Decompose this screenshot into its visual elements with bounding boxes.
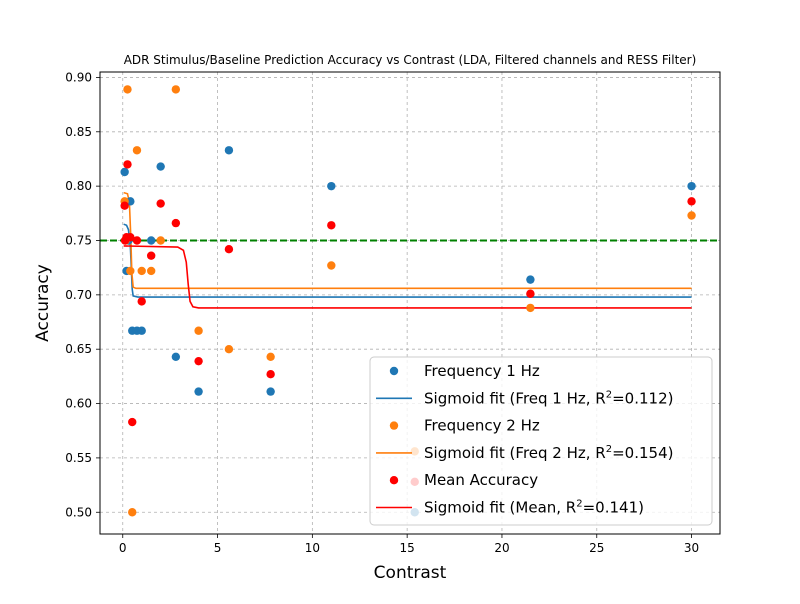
data-point-series-2 bbox=[194, 326, 203, 335]
x-tick-label: 5 bbox=[214, 541, 222, 555]
legend-label-prefix: Sigmoid fit (Freq 2 Hz, R bbox=[424, 444, 606, 462]
data-point-series-0 bbox=[146, 236, 156, 245]
legend-label-superscript: 2 bbox=[606, 389, 612, 400]
data-point-series-2 bbox=[687, 211, 696, 220]
data-point-series-4 bbox=[687, 197, 696, 206]
x-tick-label: 25 bbox=[589, 541, 604, 555]
data-point-series-0 bbox=[120, 167, 129, 177]
data-point-series-0 bbox=[224, 146, 234, 155]
data-point-series-2 bbox=[126, 266, 135, 276]
legend-label: Mean Accuracy bbox=[424, 471, 538, 489]
y-tick-label: 0.55 bbox=[65, 451, 92, 465]
plot-area-frame bbox=[99, 71, 721, 535]
data-point-series-4 bbox=[224, 244, 234, 254]
data-point-series-4 bbox=[266, 370, 275, 379]
legend-label-prefix: Sigmoid fit (Freq 1 Hz, R bbox=[424, 389, 606, 407]
y-tick-label: 0.75 bbox=[65, 233, 92, 247]
data-point-series-0 bbox=[266, 387, 275, 396]
data-point-series-0 bbox=[687, 181, 696, 191]
data-point-series-0 bbox=[137, 326, 146, 335]
x-tick-label: 15 bbox=[400, 541, 415, 555]
legend-marker-dot bbox=[389, 366, 399, 376]
y-tick-label: 0.85 bbox=[65, 125, 92, 139]
data-point-series-2 bbox=[128, 508, 137, 517]
sigmoid-fit-line-5 bbox=[123, 245, 692, 309]
data-point-series-2 bbox=[327, 261, 336, 270]
x-tick-label: 30 bbox=[684, 541, 699, 555]
y-tick-label: 0.70 bbox=[65, 288, 92, 302]
chart-title: ADR Stimulus/Baseline Prediction Accurac… bbox=[124, 53, 697, 67]
y-axis-label: Accuracy bbox=[33, 264, 53, 342]
data-point-series-4 bbox=[132, 236, 142, 245]
y-tick-label: 0.90 bbox=[65, 70, 92, 84]
data-point-series-2 bbox=[224, 345, 234, 354]
data-point-series-2 bbox=[123, 85, 132, 94]
data-point-series-4 bbox=[128, 417, 137, 427]
data-point-series-0 bbox=[327, 181, 336, 191]
x-tick-label: 10 bbox=[305, 541, 320, 555]
data-point-series-0 bbox=[156, 162, 165, 171]
legend-marker-dot bbox=[389, 421, 399, 430]
data-point-series-0 bbox=[194, 387, 203, 396]
data-point-series-4 bbox=[146, 251, 156, 260]
data-point-series-2 bbox=[526, 303, 535, 313]
y-tick-label: 0.60 bbox=[65, 397, 92, 411]
data-point-series-4 bbox=[123, 160, 132, 169]
data-point-series-2 bbox=[156, 236, 165, 245]
legend-label: Sigmoid fit (Mean, R2=0.141) bbox=[424, 499, 644, 517]
data-point-series-4 bbox=[526, 289, 535, 298]
legend-label-suffix: =0.141) bbox=[583, 499, 644, 517]
legend-label-superscript: 2 bbox=[606, 444, 612, 455]
data-point-series-4 bbox=[194, 356, 203, 366]
legend-label: Frequency 2 Hz bbox=[424, 417, 540, 435]
legend-label: Frequency 1 Hz bbox=[424, 362, 540, 380]
data-point-series-0 bbox=[526, 275, 535, 284]
sigmoid-fit-line-3 bbox=[123, 191, 692, 290]
legend-label-prefix: Sigmoid fit (Mean, R bbox=[424, 499, 576, 517]
legend-label: Sigmoid fit (Freq 2 Hz, R2=0.154) bbox=[424, 444, 673, 462]
data-point-series-4 bbox=[137, 297, 146, 306]
legend-marker-dot bbox=[389, 476, 399, 485]
data-point-series-0 bbox=[171, 352, 181, 362]
x-tick-label: 20 bbox=[494, 541, 509, 555]
data-point-series-4 bbox=[120, 201, 129, 210]
data-point-series-2 bbox=[137, 266, 146, 276]
legend-box bbox=[369, 356, 713, 526]
legend-label-superscript: 2 bbox=[576, 499, 582, 510]
y-tick-label: 0.65 bbox=[65, 342, 92, 356]
x-tick-label: 0 bbox=[119, 541, 127, 555]
data-point-series-4 bbox=[327, 221, 336, 230]
data-point-series-4 bbox=[171, 218, 181, 228]
x-axis-label: Contrast bbox=[374, 563, 447, 583]
legend-label-suffix: =0.154) bbox=[612, 444, 673, 462]
data-point-series-2 bbox=[266, 352, 275, 362]
data-point-series-2 bbox=[146, 266, 156, 276]
y-tick-label: 0.50 bbox=[65, 505, 92, 519]
legend-label: Sigmoid fit (Freq 1 Hz, R2=0.112) bbox=[424, 389, 673, 407]
data-point-series-2 bbox=[132, 146, 142, 155]
data-point-series-2 bbox=[171, 85, 181, 94]
y-tick-label: 0.80 bbox=[65, 179, 92, 193]
data-point-series-4 bbox=[126, 233, 135, 242]
data-point-series-4 bbox=[156, 199, 165, 208]
legend-label-suffix: =0.112) bbox=[612, 389, 673, 407]
